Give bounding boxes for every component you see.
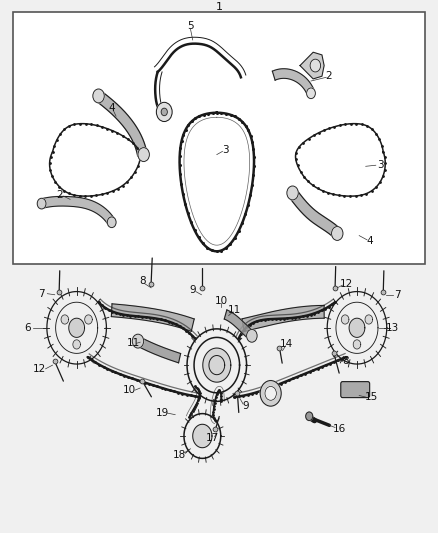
Text: 11: 11 xyxy=(127,338,140,348)
FancyBboxPatch shape xyxy=(13,12,425,264)
Text: 18: 18 xyxy=(173,450,186,459)
Circle shape xyxy=(138,148,149,161)
Text: 8: 8 xyxy=(139,277,146,286)
Text: 3: 3 xyxy=(222,146,229,155)
Text: 17: 17 xyxy=(206,433,219,443)
Polygon shape xyxy=(136,337,180,363)
Text: 10: 10 xyxy=(123,385,136,395)
Circle shape xyxy=(107,217,116,228)
Circle shape xyxy=(307,88,315,99)
Circle shape xyxy=(265,386,276,400)
Circle shape xyxy=(247,329,257,342)
Text: 11: 11 xyxy=(228,305,241,315)
Text: 3: 3 xyxy=(377,160,384,170)
Text: 12: 12 xyxy=(33,364,46,374)
Text: 7: 7 xyxy=(38,289,45,298)
Text: 8: 8 xyxy=(343,357,350,366)
Text: 9: 9 xyxy=(189,285,196,295)
Text: 15: 15 xyxy=(365,392,378,402)
Text: 2: 2 xyxy=(325,71,332,80)
Polygon shape xyxy=(41,197,115,225)
Text: 5: 5 xyxy=(187,21,194,30)
Text: 12: 12 xyxy=(339,279,353,288)
Text: 13: 13 xyxy=(385,323,399,333)
Circle shape xyxy=(203,348,231,382)
Circle shape xyxy=(85,315,92,324)
Circle shape xyxy=(156,102,172,122)
Text: 9: 9 xyxy=(242,401,249,411)
Polygon shape xyxy=(272,69,314,95)
Polygon shape xyxy=(300,52,324,79)
Text: 14: 14 xyxy=(280,339,293,349)
Circle shape xyxy=(161,108,167,116)
Text: 4: 4 xyxy=(367,236,374,246)
Text: 16: 16 xyxy=(333,424,346,433)
Circle shape xyxy=(37,198,46,209)
Polygon shape xyxy=(242,305,324,332)
Circle shape xyxy=(332,227,343,240)
Circle shape xyxy=(73,340,81,349)
Text: 6: 6 xyxy=(24,323,31,333)
Text: 2: 2 xyxy=(56,190,63,200)
Text: 10: 10 xyxy=(215,296,228,305)
FancyBboxPatch shape xyxy=(341,382,370,398)
Circle shape xyxy=(365,315,373,324)
Text: 7: 7 xyxy=(394,290,401,300)
Circle shape xyxy=(310,59,321,72)
Text: 1: 1 xyxy=(215,3,223,12)
Polygon shape xyxy=(224,310,254,340)
Circle shape xyxy=(306,412,313,421)
Circle shape xyxy=(353,340,361,349)
Polygon shape xyxy=(111,304,194,332)
Circle shape xyxy=(193,424,212,448)
Circle shape xyxy=(61,315,69,324)
Circle shape xyxy=(260,381,281,406)
Circle shape xyxy=(287,186,298,200)
Circle shape xyxy=(132,334,144,348)
Polygon shape xyxy=(96,91,147,156)
Text: 4: 4 xyxy=(108,103,115,112)
Circle shape xyxy=(341,315,349,324)
Text: 19: 19 xyxy=(155,408,169,418)
Polygon shape xyxy=(289,189,340,238)
Circle shape xyxy=(93,89,104,103)
Circle shape xyxy=(349,318,365,337)
Circle shape xyxy=(69,318,85,337)
